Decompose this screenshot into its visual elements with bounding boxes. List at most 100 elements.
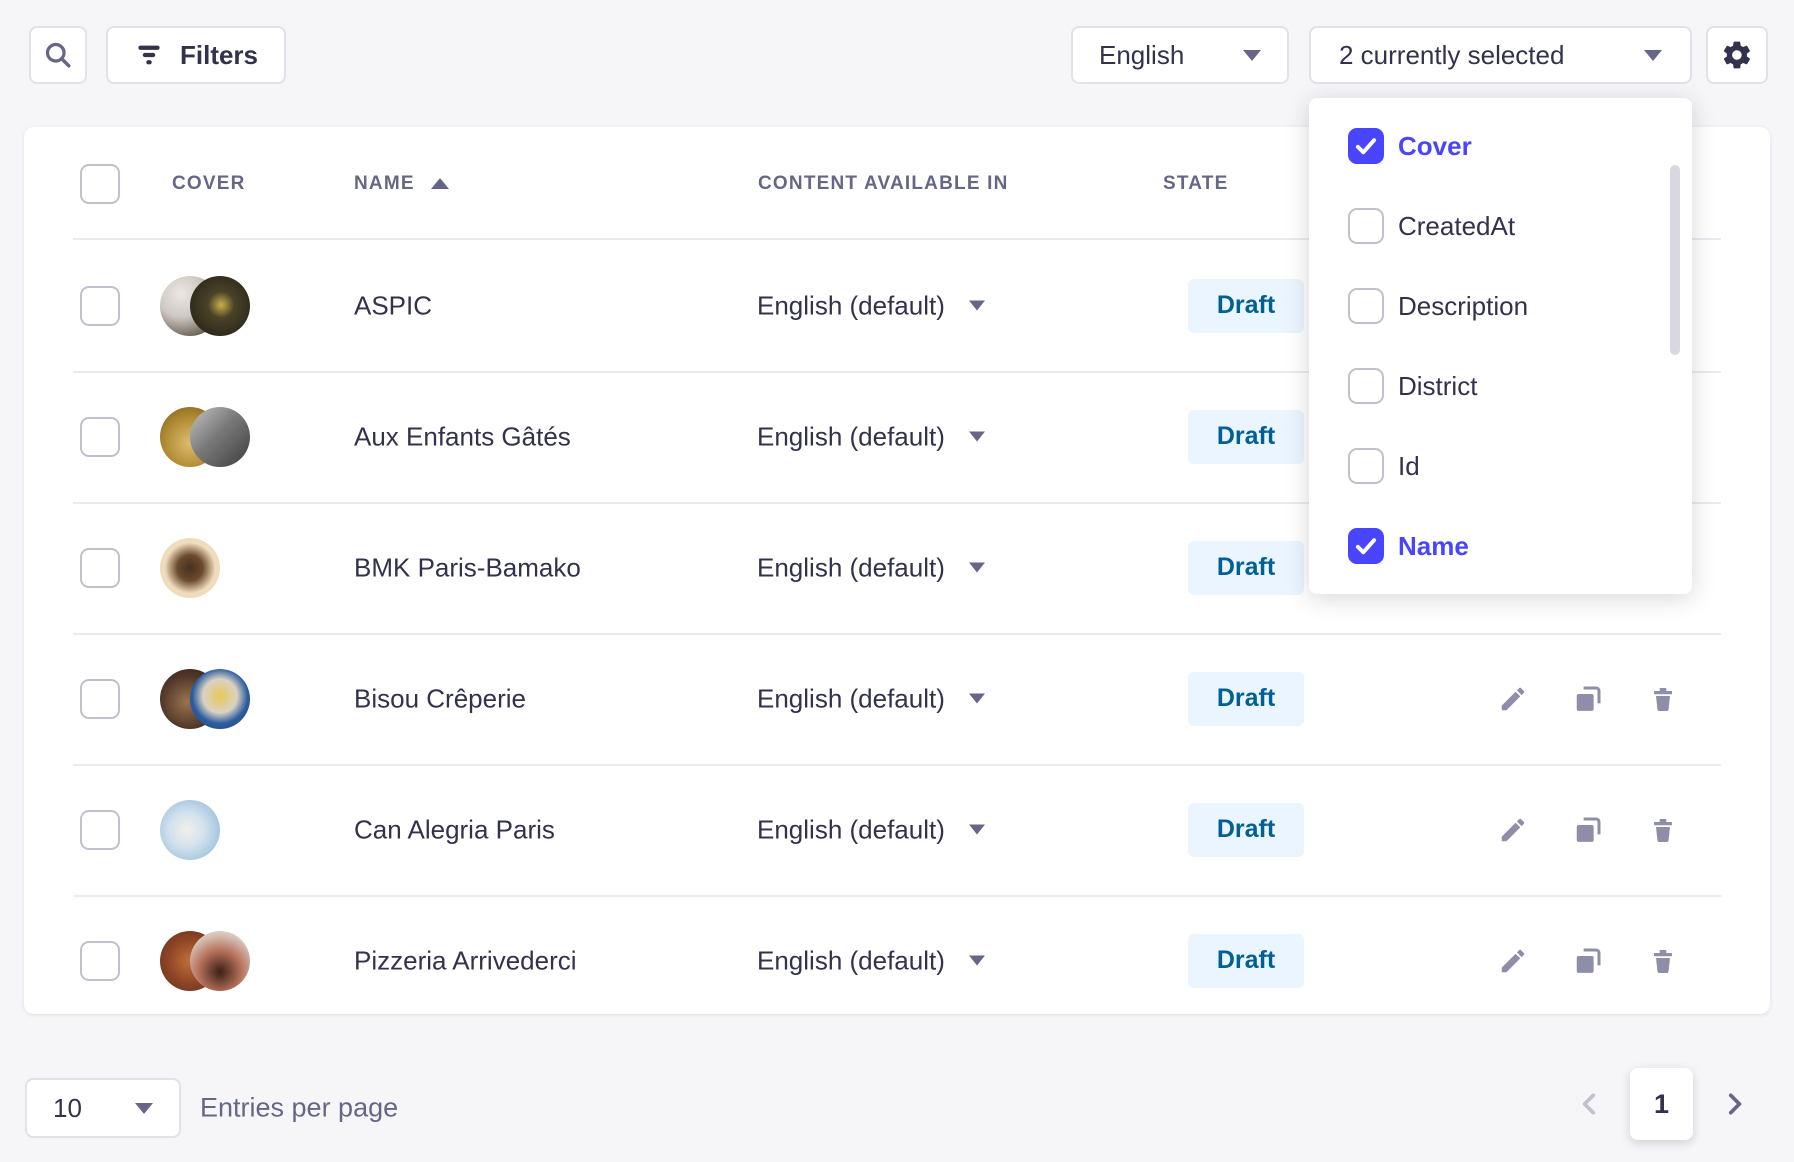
duplicate-icon <box>1573 946 1603 976</box>
column-picker-item-label: CreatedAt <box>1398 210 1516 241</box>
duplicate-button[interactable] <box>1572 814 1604 846</box>
checked-checkbox[interactable] <box>1348 528 1384 564</box>
chevron-left-icon <box>1577 1091 1603 1117</box>
table-row: Pizzeria Arrivederci English (default) Dra… <box>24 895 1770 1014</box>
table-row: Bisou Crêperie English (default) Draft <box>24 633 1770 764</box>
column-picker-item-name[interactable]: Name <box>1309 506 1692 586</box>
table-row: Can Alegria Paris English (default) Draft <box>24 764 1770 895</box>
entry-name: Can Alegria Paris <box>354 814 555 844</box>
unchecked-checkbox[interactable] <box>1348 208 1384 244</box>
chevron-down-icon <box>968 300 985 311</box>
table-row: ASPIC English (default) Draft <box>24 240 1770 371</box>
column-header-state: STATE <box>1163 172 1229 194</box>
search-button[interactable] <box>29 26 87 84</box>
cover-image <box>160 799 220 860</box>
trash-icon <box>1648 946 1678 976</box>
entry-name: Pizzeria Arrivederci <box>354 945 577 975</box>
row-checkbox[interactable] <box>80 416 120 457</box>
table-header-row: COVER NAME CONTENT AVAILABLE IN STATE <box>24 127 1770 240</box>
chevron-down-icon <box>968 955 985 966</box>
popover-scrollbar[interactable] <box>1670 165 1680 355</box>
settings-button[interactable] <box>1706 26 1768 84</box>
select-all-checkbox[interactable] <box>80 163 120 204</box>
duplicate-icon <box>1573 815 1603 845</box>
column-picker-popover: Cover CreatedAt Description District Id Name <box>1309 98 1692 594</box>
column-picker-item-id[interactable]: Id <box>1309 426 1692 506</box>
locale-select[interactable]: English <box>1071 26 1289 84</box>
status-badge: Draft <box>1188 671 1304 726</box>
chevron-down-icon <box>968 824 985 835</box>
chevron-down-icon <box>135 1102 153 1114</box>
table-body: ASPIC English (default) Draft Aux Enfants G… <box>24 240 1770 1014</box>
status-badge: Draft <box>1188 933 1304 988</box>
status-badge: Draft <box>1188 802 1304 857</box>
status-badge: Draft <box>1188 409 1304 464</box>
locale-value: English (default) <box>757 683 945 713</box>
column-picker-item-label: District <box>1398 370 1478 401</box>
locale-dropdown[interactable]: English (default) <box>757 552 985 583</box>
duplicate-button[interactable] <box>1572 683 1604 715</box>
cover-image <box>190 930 250 991</box>
duplicate-button[interactable] <box>1572 945 1604 977</box>
checkmark-icon <box>1353 533 1379 559</box>
chevron-right-icon <box>1721 1091 1747 1117</box>
locale-dropdown[interactable]: English (default) <box>757 683 985 714</box>
row-checkbox[interactable] <box>80 678 120 719</box>
edit-button[interactable] <box>1497 683 1529 715</box>
column-header-content-available-in: CONTENT AVAILABLE IN <box>758 172 1009 194</box>
column-picker-item-createdat[interactable]: CreatedAt <box>1309 186 1692 266</box>
sort-ascending-icon <box>430 178 449 189</box>
locale-dropdown[interactable]: English (default) <box>757 945 985 976</box>
status-badge: Draft <box>1188 540 1304 595</box>
cover-image <box>160 537 220 598</box>
row-checkbox[interactable] <box>80 940 120 981</box>
row-actions <box>1497 683 1679 715</box>
previous-page-button[interactable] <box>1575 1089 1605 1119</box>
filter-icon <box>134 40 164 70</box>
column-picker-item-cover[interactable]: Cover <box>1309 106 1692 186</box>
next-page-button[interactable] <box>1719 1089 1749 1119</box>
entry-name: Bisou Crêperie <box>354 683 526 713</box>
column-header-name[interactable]: NAME <box>354 173 449 195</box>
locale-dropdown[interactable]: English (default) <box>757 421 985 452</box>
cover-image <box>190 406 250 467</box>
row-checkbox[interactable] <box>80 285 120 326</box>
duplicate-icon <box>1573 684 1603 714</box>
checkmark-icon <box>1353 133 1379 159</box>
locale-value: English (default) <box>757 290 945 320</box>
unchecked-checkbox[interactable] <box>1348 288 1384 324</box>
unchecked-checkbox[interactable] <box>1348 448 1384 484</box>
cover-image <box>190 275 250 336</box>
delete-button[interactable] <box>1647 683 1679 715</box>
unchecked-checkbox[interactable] <box>1348 368 1384 404</box>
edit-button[interactable] <box>1497 814 1529 846</box>
chevron-down-icon <box>968 693 985 704</box>
locale-value: English (default) <box>757 421 945 451</box>
checked-checkbox[interactable] <box>1348 128 1384 164</box>
columns-select[interactable]: 2 currently selected <box>1309 26 1692 84</box>
column-header-cover: COVER <box>172 172 246 194</box>
column-picker-item-district[interactable]: District <box>1309 346 1692 426</box>
edit-button[interactable] <box>1497 945 1529 977</box>
locale-dropdown[interactable]: English (default) <box>757 290 985 321</box>
page-size-select[interactable]: 10 <box>25 1078 181 1138</box>
row-checkbox[interactable] <box>80 547 120 588</box>
locale-select-value: English <box>1099 39 1185 70</box>
row-checkbox[interactable] <box>80 809 120 850</box>
pencil-icon <box>1498 946 1528 976</box>
chevron-down-icon <box>968 562 985 573</box>
table-row: Aux Enfants Gâtés English (default) Draft <box>24 371 1770 502</box>
column-picker-item-label: Cover <box>1398 130 1472 161</box>
page-1-button[interactable]: 1 <box>1630 1068 1693 1140</box>
delete-button[interactable] <box>1647 814 1679 846</box>
locale-dropdown[interactable]: English (default) <box>757 814 985 845</box>
filters-button-label: Filters <box>179 39 259 70</box>
column-picker-item-label: Name <box>1398 530 1469 561</box>
locale-value: English (default) <box>757 814 945 844</box>
trash-icon <box>1648 815 1678 845</box>
delete-button[interactable] <box>1647 945 1679 977</box>
entries-per-page-label: Entries per page <box>200 1092 399 1123</box>
column-picker-item-description[interactable]: Description <box>1309 266 1692 346</box>
filters-button[interactable]: Filters <box>106 26 286 84</box>
row-actions <box>1497 945 1679 977</box>
